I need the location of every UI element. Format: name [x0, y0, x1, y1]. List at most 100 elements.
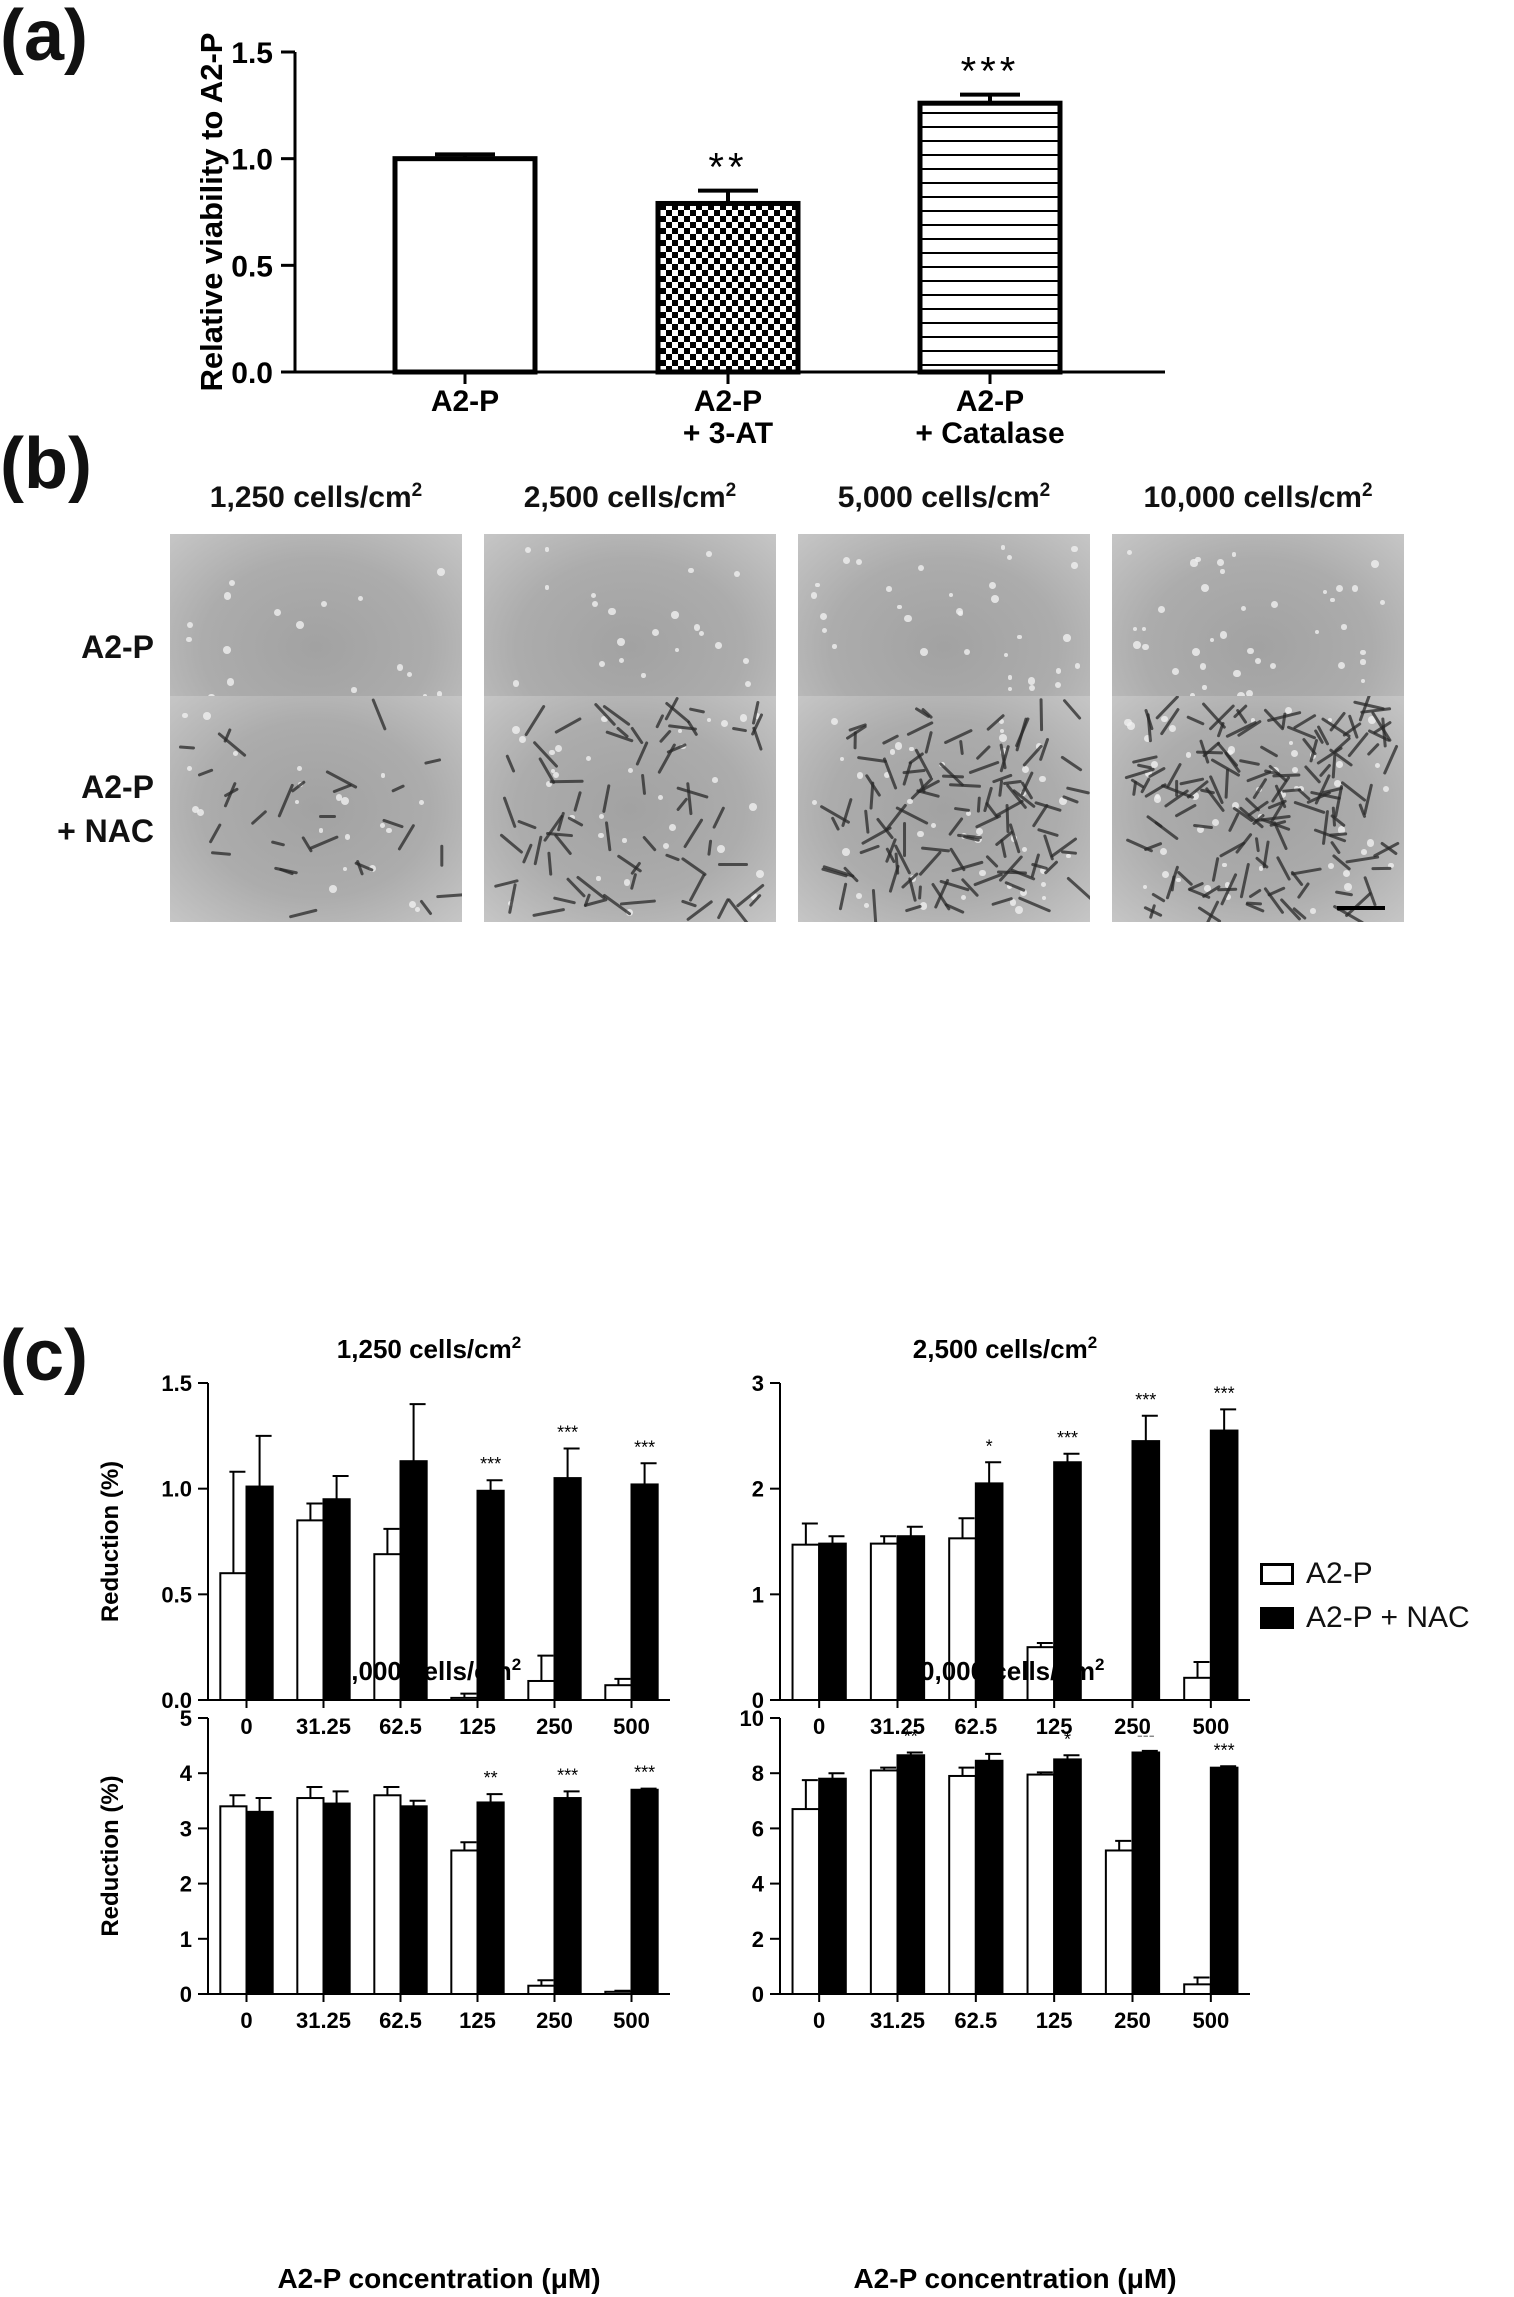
microscopy-image — [1112, 696, 1404, 922]
cell-spindle — [664, 853, 681, 863]
cell — [1224, 882, 1231, 889]
cell — [197, 808, 205, 817]
y-axis-label: Relative viability to A2-P — [194, 33, 229, 392]
cell — [592, 601, 599, 608]
cell — [1289, 740, 1294, 745]
x-tick-label: 0 — [813, 1714, 825, 1739]
cell — [546, 781, 552, 787]
cell — [1054, 682, 1062, 689]
cell — [386, 827, 392, 834]
cell — [328, 884, 337, 893]
x-tick-label: 0 — [813, 2008, 825, 2033]
cell-spindle — [1186, 714, 1206, 726]
cell — [1029, 684, 1035, 691]
y-tick-label: 0 — [752, 1688, 764, 1713]
cell — [965, 810, 972, 817]
x-tick-label: 62.5 — [954, 2008, 997, 2033]
cell — [706, 550, 712, 557]
x-tick-label: A2-P — [431, 385, 499, 418]
cell — [1191, 648, 1200, 657]
cell — [1314, 630, 1319, 635]
cell-spindle — [1032, 803, 1050, 828]
cell-spindle — [1239, 758, 1261, 766]
cell — [1250, 717, 1256, 723]
cell — [1006, 554, 1012, 561]
y-tick-label: 2 — [180, 1872, 192, 1897]
cell — [1201, 584, 1210, 593]
cell — [1007, 675, 1012, 680]
bar-a2p — [373, 1553, 402, 1701]
scale-bar — [1337, 906, 1385, 910]
cell-spindle — [920, 846, 951, 853]
panel-label-c: (c) — [0, 1316, 88, 1396]
bar-a2p — [604, 1990, 633, 1995]
cell-spindle — [949, 782, 982, 788]
cell — [436, 567, 445, 576]
cell-spindle — [1129, 778, 1145, 789]
cell — [598, 813, 605, 820]
cell — [1185, 752, 1192, 758]
bar-a2p-nac — [896, 1754, 926, 1996]
cell — [999, 728, 1004, 734]
cell-spindle — [688, 873, 706, 902]
cell — [694, 624, 701, 631]
cell-spindle — [977, 796, 982, 813]
cell — [512, 679, 520, 687]
cell-spindle — [706, 839, 712, 855]
cell-spindle — [602, 784, 611, 813]
cell — [1006, 884, 1012, 890]
cell-spindle — [686, 781, 693, 815]
cell — [1157, 606, 1165, 614]
cell — [544, 584, 550, 590]
cell — [1190, 692, 1196, 698]
cell — [186, 636, 192, 643]
cell — [396, 664, 404, 672]
y-tick-label: 2 — [752, 1477, 764, 1502]
cell-spindle — [301, 835, 314, 853]
cell-spindle — [1211, 856, 1220, 882]
cell — [1022, 846, 1028, 853]
cell — [623, 879, 631, 886]
subchart-title-sup: 2 — [512, 1333, 521, 1352]
x-tick-label: 250 — [1114, 2008, 1151, 2033]
cell — [1337, 661, 1346, 670]
y-tick-label: 1.5 — [231, 37, 273, 70]
cell-spindle — [999, 838, 1007, 858]
bar-a2p — [527, 1984, 556, 1995]
cell — [1153, 795, 1162, 803]
row-label-line: A2-P — [81, 769, 154, 805]
cell — [1142, 644, 1149, 651]
cell-spindle — [179, 745, 196, 750]
cell — [1227, 746, 1236, 754]
cell — [1258, 866, 1264, 872]
microscopy-row-label: A2-P — [4, 625, 154, 669]
cell — [1366, 839, 1375, 847]
cell — [1290, 749, 1299, 758]
cell-spindle — [419, 899, 433, 917]
cell — [1197, 825, 1205, 833]
bar-a2p-nac — [476, 1801, 505, 1995]
cell — [1190, 791, 1199, 800]
significance-label: *** — [1057, 1428, 1078, 1448]
cell — [1127, 722, 1135, 731]
cell — [599, 660, 605, 667]
cell — [1014, 906, 1023, 915]
significance-label: *** — [1135, 1390, 1156, 1410]
cell — [1246, 690, 1254, 698]
cell-spindle — [1370, 866, 1392, 870]
row-label-line: + NAC — [57, 813, 154, 849]
subchart-title: 2,500 cells/cm2 — [913, 1333, 1097, 1364]
x-tick-label: 31.25 — [296, 2008, 351, 2033]
cell-spindle — [1145, 815, 1163, 829]
cell-spindle — [1344, 855, 1380, 864]
cell — [619, 658, 625, 663]
cell — [698, 630, 705, 637]
cell-spindle — [1062, 698, 1082, 721]
cell-spindle — [1259, 745, 1279, 759]
bar-a2p-nac — [630, 1788, 659, 1996]
microscopy-image — [798, 696, 1090, 922]
cell — [856, 892, 862, 899]
